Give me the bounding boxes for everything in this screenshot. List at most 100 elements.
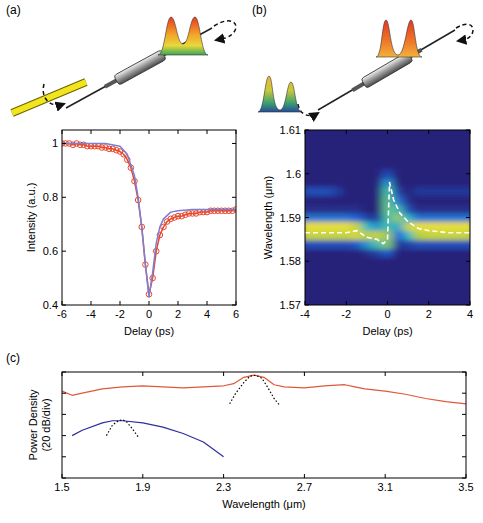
- x-tick: [236, 301, 237, 305]
- heatmap-cell: [320, 187, 331, 196]
- heatmap-cell: [434, 274, 445, 283]
- heatmap-cell: [320, 222, 331, 231]
- x-tick-label: 2.3: [216, 481, 231, 493]
- heatmap-cell: [320, 239, 331, 248]
- heatmap-cell: [341, 130, 352, 135]
- heatmap-cell: [305, 134, 311, 143]
- heatmap-cell: [331, 283, 342, 292]
- y-tick-label: 1.6: [286, 168, 301, 180]
- heatmap-cell: [465, 196, 470, 205]
- x-tick: [346, 130, 347, 134]
- y-axis-title-line: (20 dB/div): [40, 398, 52, 451]
- data-point: [182, 212, 188, 218]
- heatmap-cell: [305, 283, 311, 292]
- x-tick-label: -2: [341, 308, 351, 320]
- heatmap-cell: [320, 178, 331, 187]
- heatmap-cell: [372, 222, 383, 231]
- y-tick: [466, 173, 470, 174]
- x-tick: [142, 474, 143, 478]
- heatmap-cell: [310, 213, 321, 222]
- x-tick-label: -4: [86, 308, 96, 320]
- heatmap-cell: [341, 152, 352, 161]
- panel-letter: (b): [252, 3, 267, 17]
- heatmap-cell: [331, 257, 342, 266]
- heatmap-cell: [310, 187, 321, 196]
- y-tick-label: 1.61: [280, 124, 301, 136]
- heatmap-cell: [382, 266, 393, 275]
- heatmap-cell: [434, 134, 445, 143]
- heatmap-cell: [310, 152, 321, 161]
- heatmap-cell: [424, 213, 435, 222]
- heatmap-cell: [372, 196, 383, 205]
- heatmap-cell: [444, 239, 455, 248]
- y-tick-label: 1: [52, 137, 58, 149]
- data-point: [179, 213, 185, 219]
- heatmap-cell: [341, 204, 352, 213]
- heatmap-cell: [320, 266, 331, 275]
- heatmap-cell: [372, 248, 383, 257]
- y-tick: [62, 456, 66, 457]
- y-axis-title-line: Wavelength (μm): [262, 176, 274, 260]
- heatmap-cell: [465, 222, 470, 231]
- heatmap-cell: [305, 178, 311, 187]
- heatmap-cell: [444, 196, 455, 205]
- heatmap-cell: [393, 239, 404, 248]
- heatmap-cell: [403, 204, 414, 213]
- heatmap-cell: [455, 143, 466, 152]
- y-tick-label: 1.59: [280, 212, 301, 224]
- heatmap-cell: [413, 161, 424, 170]
- x-tick: [91, 130, 92, 134]
- heatmap-cell: [382, 196, 393, 205]
- heatmap-cell: [362, 266, 373, 275]
- heatmap-cell: [434, 130, 445, 135]
- y-tick: [462, 414, 466, 415]
- heatmap-cell: [362, 239, 373, 248]
- x-tick: [304, 372, 305, 376]
- heatmap-cell: [305, 266, 311, 275]
- heatmap-cell: [393, 292, 404, 301]
- heatmap-cell: [424, 283, 435, 292]
- heatmap-cell: [424, 274, 435, 283]
- heatmap-cell: [310, 204, 321, 213]
- heatmap-cell: [434, 266, 445, 275]
- y-tick: [305, 261, 309, 262]
- heatmap-cell: [424, 292, 435, 301]
- heatmap-cell: [382, 248, 393, 257]
- series-line: [305, 183, 470, 244]
- heatmap-cell: [305, 301, 311, 305]
- heatmap-cell: [455, 161, 466, 170]
- heatmap-cell: [351, 213, 362, 222]
- heatmap-cell: [305, 169, 311, 178]
- heatmap-cell: [305, 257, 311, 266]
- chart-2: 1.51.92.32.73.13.5Wavelength (μm)Power D…: [6, 351, 474, 510]
- heatmap-cell: [403, 169, 414, 178]
- heatmap-cell: [444, 301, 455, 305]
- heatmap-cell: [362, 301, 373, 305]
- heatmap-cell: [403, 274, 414, 283]
- x-tick: [470, 301, 471, 305]
- heatmap-cell: [310, 196, 321, 205]
- x-tick-label: 1.9: [135, 481, 150, 493]
- heatmap-cell: [424, 169, 435, 178]
- heatmap-cell: [434, 143, 445, 152]
- heatmap-cell: [455, 248, 466, 257]
- heatmap-cell: [305, 213, 311, 222]
- heatmap-cell: [320, 130, 331, 135]
- heatmap-cell: [305, 222, 311, 231]
- heatmap-cell: [424, 161, 435, 170]
- heatmap-cell: [444, 187, 455, 196]
- heatmap-cell: [362, 143, 373, 152]
- x-tick: [178, 130, 179, 134]
- heatmap-cell: [310, 130, 321, 135]
- x-tick: [62, 474, 63, 478]
- y-tick: [62, 143, 66, 144]
- heatmap-cell: [372, 204, 383, 213]
- heatmap-cell: [305, 239, 311, 248]
- x-tick-label: 1.5: [54, 481, 69, 493]
- heatmap-cell: [434, 204, 445, 213]
- x-tick: [305, 130, 306, 134]
- heatmap-cell: [331, 239, 342, 248]
- y-tick: [232, 197, 236, 198]
- heatmap-cell: [310, 248, 321, 257]
- heatmap-cell: [372, 239, 383, 248]
